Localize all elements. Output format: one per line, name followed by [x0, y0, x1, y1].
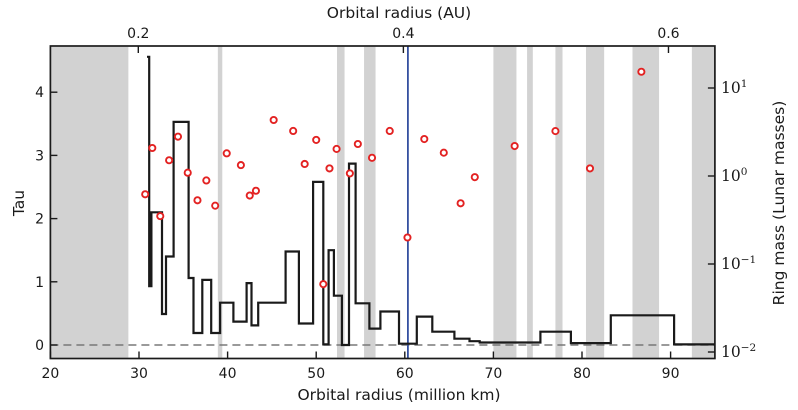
- top-axis-title: Orbital radius (AU): [326, 4, 472, 22]
- ring-mass-point: [202, 176, 211, 185]
- x-tick-label: 90: [662, 366, 680, 382]
- au-tick-label: 0.2: [127, 26, 149, 42]
- tau-tick-label: 2: [35, 212, 44, 228]
- shaded-band: [632, 46, 660, 358]
- ring-mass-point: [148, 143, 157, 153]
- ring-mass-point: [183, 168, 192, 177]
- ring-mass-point: [165, 156, 174, 165]
- shaded-band: [555, 46, 563, 358]
- ring-mass-point: [319, 280, 328, 289]
- x-tick-label: 70: [484, 366, 502, 382]
- ring-mass-point: [367, 153, 377, 162]
- shaded-band: [337, 46, 345, 358]
- ring-mass-point: [251, 186, 261, 195]
- x-tick-label: 80: [573, 366, 591, 382]
- tau-step-line: [147, 55, 715, 347]
- x-tick-label: 40: [219, 366, 237, 382]
- ring-mass-point: [332, 144, 341, 153]
- shaded-band: [585, 46, 605, 358]
- au-tick-label: 0.4: [392, 26, 414, 42]
- ring-mass-point: [403, 233, 412, 242]
- ring-mass-point: [222, 149, 231, 158]
- mass-tick-label: 10−1: [721, 254, 756, 273]
- ring-mass-point: [385, 126, 394, 136]
- shaded-band: [364, 46, 376, 358]
- ring-mass-point: [269, 115, 278, 125]
- tau-tick-label: 1: [35, 275, 44, 291]
- bottom-axis-title: Orbital radius (million km): [297, 386, 501, 404]
- ring-mass-point: [470, 173, 479, 182]
- x-tick-label: 20: [41, 366, 59, 382]
- ring-mass-point: [312, 135, 321, 144]
- tau-tick-label: 3: [35, 148, 44, 164]
- ring-mass-point: [551, 127, 560, 136]
- ring-mass-point: [353, 139, 362, 149]
- shaded-band: [527, 46, 533, 358]
- ring-mass-point: [585, 164, 595, 173]
- ring-mass-point: [420, 134, 429, 144]
- au-tick-label: 0.6: [657, 26, 679, 42]
- mass-tick-label: 101: [721, 78, 747, 97]
- ring-mass-point: [289, 126, 298, 136]
- shaded-band: [50, 46, 129, 358]
- tau-tick-label: 4: [35, 85, 44, 101]
- ring-mass-point: [637, 67, 646, 76]
- ring-mass-point: [193, 196, 202, 205]
- ring-mass-point: [236, 161, 245, 170]
- x-tick-label: 60: [396, 366, 414, 382]
- ring-mass-point: [510, 141, 519, 151]
- shaded-band: [493, 46, 517, 358]
- plot-frame: [49, 45, 716, 360]
- shaded-band: [217, 46, 223, 358]
- ring-mass-point: [300, 159, 309, 169]
- ring-mass-point: [439, 148, 448, 157]
- ring-mass-point: [156, 212, 165, 221]
- ring-mass-point: [325, 164, 334, 173]
- ring-mass-point: [345, 169, 354, 178]
- x-tick-label: 30: [130, 366, 148, 382]
- shaded-band: [691, 46, 715, 358]
- ring-mass-point: [245, 191, 254, 200]
- ring-mass-point: [211, 201, 220, 210]
- mass-tick-label: 10−2: [721, 342, 756, 361]
- ring-mass-point: [141, 190, 150, 199]
- ring-mass-point: [173, 132, 183, 141]
- mass-tick-label: 100: [721, 166, 747, 185]
- x-tick-label: 50: [307, 366, 325, 382]
- ring-mass-point: [456, 199, 465, 208]
- tau-tick-label: 0: [35, 338, 44, 354]
